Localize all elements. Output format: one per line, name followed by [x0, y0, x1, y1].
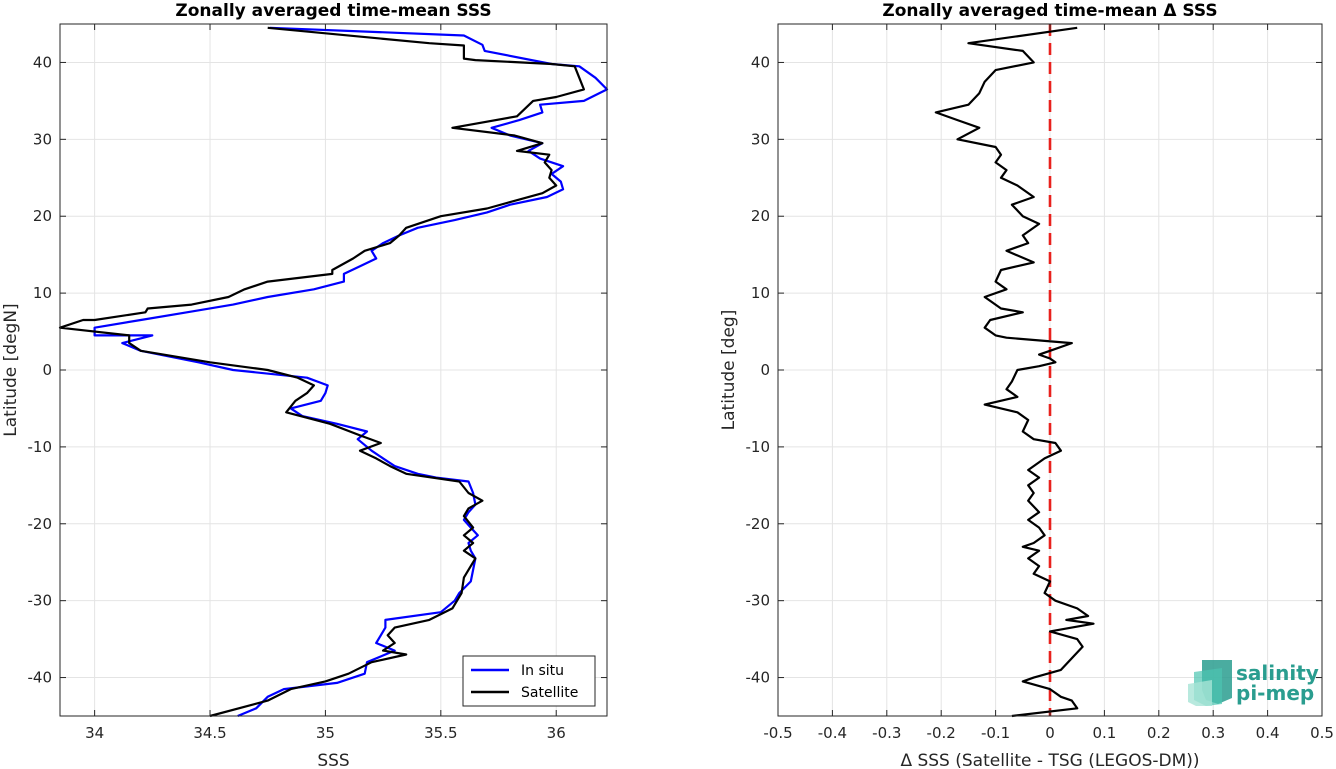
y-tick-label: 20: [33, 207, 52, 225]
legend-box: [462, 655, 596, 707]
left-panel-sss: 34 34.5 35 35.5 36 -40 -30 -20 -10 0 10 20 30 40 Zonal…: [1, 1, 609, 769]
x-tick-label: -0.4: [818, 724, 847, 742]
right-panel-delta-sss: -0.5 -0.4 -0.3 -0.2 -0.1 0 0.1 0.2 0.3 0.4 0.5 -40 -…: [719, 1, 1334, 769]
x-tick-label: 0.1: [1092, 724, 1116, 742]
y-tick-label: -20: [28, 515, 53, 533]
x-tick-label: -0.3: [872, 724, 901, 742]
y-tick-label: -30: [746, 592, 771, 610]
y-tick-label: 30: [751, 130, 770, 148]
y-tick-label: 0: [42, 361, 52, 379]
y-tick-label: 20: [751, 207, 770, 225]
x-tick-label: 35.5: [424, 724, 457, 742]
x-tick-label: 34: [85, 724, 104, 742]
logo-text-line2: pi-mep: [1236, 681, 1314, 705]
y-tick-label: 10: [33, 284, 52, 302]
x-tick-label: 34.5: [193, 724, 226, 742]
y-tick-label: 40: [751, 53, 770, 71]
y-tick-label: 30: [33, 130, 52, 148]
series-line-in-situ: [93, 26, 609, 718]
legend-label-in-situ: In situ: [521, 663, 564, 679]
y-tick-label: -10: [746, 438, 771, 456]
chart-title: Zonally averaged time-mean Δ SSS: [882, 1, 1217, 21]
y-tick-label: 10: [751, 284, 770, 302]
y-axis-label: Latitude [deg]: [719, 310, 739, 431]
legend: In situ Satellite: [462, 655, 596, 707]
logo-wave-icon: [1188, 660, 1232, 706]
x-tick-label: -0.5: [763, 724, 792, 742]
x-tick-label: 0.2: [1147, 724, 1171, 742]
y-tick-label: -10: [28, 438, 53, 456]
x-tick-label: 0.5: [1310, 724, 1334, 742]
y-tick-label: -20: [746, 515, 771, 533]
x-tick-label: -0.1: [981, 724, 1010, 742]
chart-title: Zonally averaged time-mean SSS: [175, 1, 491, 21]
y-tick-label: -40: [746, 669, 771, 687]
legend-label-satellite: Satellite: [521, 685, 578, 701]
salinity-pi-mep-logo: salinity pi-mep: [1188, 660, 1319, 706]
y-tick-label: 40: [33, 53, 52, 71]
x-axis-label: SSS: [317, 751, 349, 769]
x-tick-label: 0: [1045, 724, 1055, 742]
x-tick-label: -0.2: [927, 724, 956, 742]
logo-text-line1: salinity: [1236, 661, 1319, 685]
x-axis-label: Δ SSS (Satellite - TSG (LEGOS-DM)): [900, 751, 1199, 769]
y-axis-label: Latitude [degN]: [1, 303, 21, 436]
x-tick-label: 35: [316, 724, 335, 742]
x-tick-label: 0.3: [1201, 724, 1225, 742]
series-line-delta-sss: [934, 26, 1095, 718]
x-tick-label: 0.4: [1256, 724, 1280, 742]
x-tick-label: 36: [547, 724, 566, 742]
y-tick-label: -30: [28, 592, 53, 610]
y-tick-label: -40: [28, 669, 53, 687]
series-line-satellite: [58, 26, 585, 718]
y-tick-label: 0: [760, 361, 770, 379]
